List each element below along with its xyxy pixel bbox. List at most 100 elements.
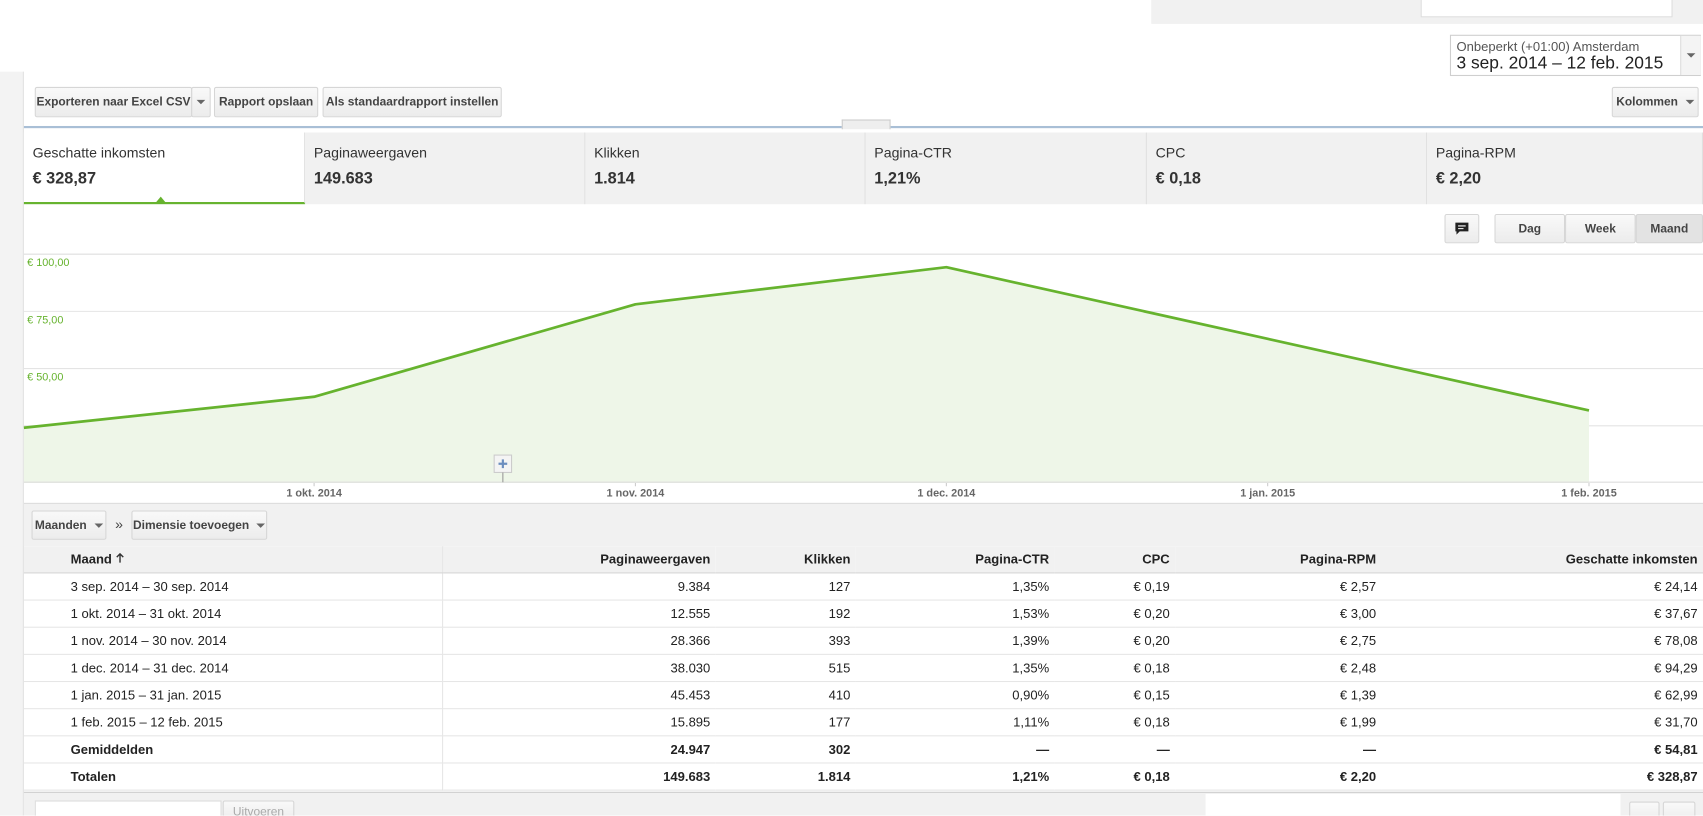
metric-label: Geschatte inkomsten [32,144,166,161]
metric-label: Pagina-CTR [874,144,953,161]
table-cell: € 0,18 [1054,708,1176,737]
table-cell: € 3,00 [1175,600,1382,628]
x-tick-label: 1 feb. 2015 [1561,487,1617,499]
table-cell: 1 okt. 2014 – 31 okt. 2014 [23,600,443,628]
metric-tab[interactable]: Geschatte inkomsten € 328,87 [23,132,306,205]
metric-tab[interactable]: Paginaweergaven 149.683 [305,132,586,205]
table-cell: 393 [715,627,856,655]
column-header[interactable]: Maand [23,546,443,574]
table-cell: 1,35% [855,572,1055,601]
table-cell: 1 nov. 2014 – 30 nov. 2014 [23,627,443,655]
column-header-label: Pagina-CTR [975,551,1050,567]
column-header-label: Klikken [804,551,851,567]
sort-arrow [116,552,124,563]
x-tick-label: 1 okt. 2014 [286,487,342,499]
export-button[interactable]: Exporteren naar Excel CSV [34,86,193,118]
summary-cell: € 328,87 [1381,762,1703,791]
metric-tab[interactable]: CPC € 0,18 [1146,132,1428,205]
table-row: 1 okt. 2014 – 31 okt. 2014 12.555 192 1,53%… [23,600,1703,628]
metric-label: CPC [1155,144,1186,161]
pager-box [1205,793,1621,816]
export-dropdown[interactable] [191,86,211,118]
granularity-button[interactable]: Week [1565,213,1636,244]
column-header[interactable]: Paginaweergaven [442,546,716,574]
column-header-label: Paginaweergaven [600,551,711,567]
table-cell: € 94,29 [1381,654,1703,683]
table-cell: 38.030 [442,654,716,683]
table-row: 1 jan. 2015 – 31 jan. 2015 45.453 410 0,90%… [23,681,1703,710]
add-dimension-button[interactable]: Dimensie toevoegen [131,510,268,540]
metric-value: € 328,87 [32,169,97,188]
table-cell: € 0,18 [1054,654,1176,683]
granularity-button[interactable]: Maand [1635,213,1703,244]
table-cell: € 78,08 [1381,627,1703,655]
collapse-tab[interactable] [841,119,891,130]
table-cell: € 2,48 [1175,654,1382,683]
default-button[interactable]: Als standaardrapport instellen [322,86,502,118]
table-cell: 177 [715,708,856,737]
search-box[interactable] [1420,0,1673,18]
column-header[interactable]: CPC [1054,546,1176,574]
columns-button[interactable]: Kolommen [1611,86,1699,118]
table-cell: 9.384 [442,572,716,601]
summary-cell: 149.683 [442,762,716,791]
x-tick-label: 1 dec. 2014 [917,487,975,499]
table-cell: 1 feb. 2015 – 12 feb. 2015 [23,708,443,737]
summary-cell: — [855,735,1055,764]
table-cell: 1,39% [855,627,1055,655]
metric-tab[interactable]: Klikken 1.814 [585,132,866,205]
column-header[interactable]: Geschatte inkomsten [1381,546,1703,574]
column-header[interactable]: Pagina-CTR [855,546,1055,574]
column-header-label: Maand [70,551,112,567]
prev-page[interactable] [1629,801,1660,816]
metric-tab[interactable]: Pagina-RPM € 2,20 [1427,132,1703,205]
dimension-button[interactable]: Maanden [31,510,107,540]
annotation-button[interactable] [1444,213,1480,244]
metric-label: Pagina-RPM [1435,144,1516,161]
summary-row: Gemiddelden 24.947 302— — — € 54,81 [23,735,1703,764]
columns-label: Kolommen [1616,95,1678,109]
table-cell: 1,35% [855,654,1055,683]
date-dropdown[interactable] [1680,35,1701,75]
table-cell: 1,11% [855,708,1055,737]
summary-cell: Totalen [23,762,443,791]
column-header-label: Geschatte inkomsten [1565,551,1698,567]
header-row: Maand Paginaweergaven Klikken Pagina-CTR CPC… [23,546,1703,574]
summary-cell: — [1175,735,1382,764]
summary-cell: € 2,20 [1175,762,1382,791]
column-header[interactable]: Pagina-RPM [1175,546,1382,574]
add-annotation[interactable] [493,454,513,483]
x-tick-label: 1 jan. 2015 [1240,487,1295,499]
table-row: 1 feb. 2015 – 12 feb. 2015 15.895 177 1,11%… [23,708,1703,737]
apply-button[interactable]: Uitvoeren [222,800,295,816]
table-cell: 192 [715,600,856,628]
metric-value: 1.814 [594,169,635,188]
granularity-button[interactable]: Dag [1494,213,1566,244]
dimension-separator: » [115,515,123,533]
filter-input[interactable] [34,800,222,816]
column-header[interactable]: Klikken [715,546,856,574]
x-tick-label: 1 nov. 2014 [607,487,665,499]
table-cell: € 37,67 [1381,600,1703,628]
save-button[interactable]: Rapport opslaan [213,86,319,118]
comment-icon [1455,222,1469,235]
summary-cell: 24.947 [442,735,716,764]
summary-cell: — [1054,735,1176,764]
table-cell: 12.555 [442,600,716,628]
table-cell: 127 [715,572,856,601]
date-picker[interactable]: Onbeperkt (+01:00) Amsterdam 3 sep. 2014… [1449,34,1701,77]
metric-label: Paginaweergaven [313,144,427,161]
y-tick-label: € 50,00 [27,372,63,384]
table-cell: 0,90% [855,681,1055,710]
y-tick-label: € 75,00 [27,314,63,326]
dimension-label: Maanden [34,518,87,532]
next-page[interactable] [1662,801,1696,816]
table-cell: € 0,15 [1054,681,1176,710]
summary-cell: Gemiddelden [23,735,443,764]
table-cell: 515 [715,654,856,683]
metric-tab[interactable]: Pagina-CTR 1,21% [865,132,1147,205]
table-cell: € 0,20 [1054,600,1176,628]
table-cell: € 1,39 [1175,681,1382,710]
